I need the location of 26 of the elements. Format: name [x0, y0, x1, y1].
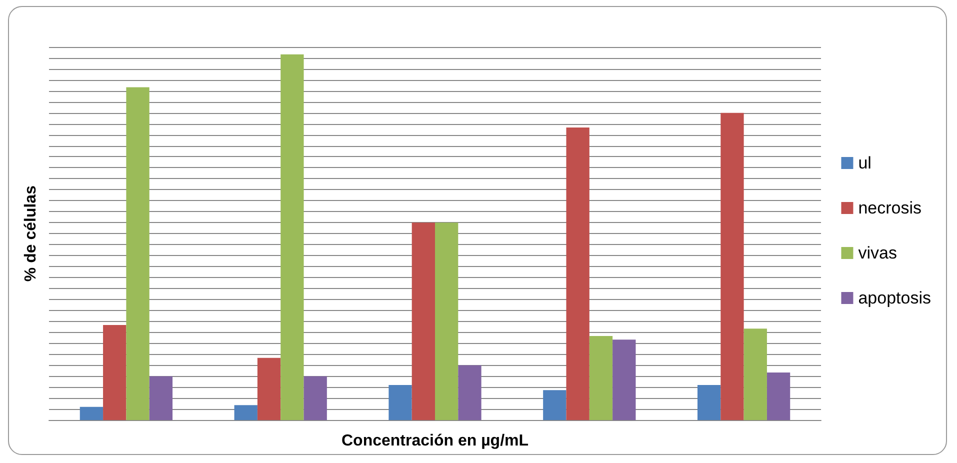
x-axis-title: Concentración en µg/mL — [341, 432, 529, 450]
bar — [234, 405, 258, 420]
bar — [435, 222, 458, 420]
legend-label: ul — [858, 154, 872, 172]
bar — [566, 127, 590, 420]
bar — [80, 406, 104, 420]
bar — [697, 384, 721, 420]
bar — [766, 372, 790, 420]
bar — [612, 340, 636, 420]
bar — [280, 54, 304, 420]
legend-label: vivas — [858, 244, 897, 262]
bar — [458, 365, 482, 420]
bar — [257, 358, 281, 420]
bar — [149, 376, 173, 420]
bar — [744, 328, 767, 420]
bar — [304, 376, 327, 420]
y-axis-title: % de células — [22, 185, 40, 282]
bar — [126, 87, 150, 420]
bar — [388, 384, 412, 420]
bar — [412, 222, 435, 420]
bar — [103, 324, 126, 420]
legend-label: necrosis — [858, 198, 922, 218]
legend-label: apoptosis — [858, 288, 932, 308]
bar — [720, 112, 744, 420]
bar — [589, 336, 613, 420]
bar — [543, 390, 566, 420]
